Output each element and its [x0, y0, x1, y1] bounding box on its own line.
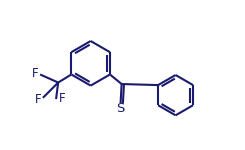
- Text: S: S: [116, 102, 125, 115]
- Text: F: F: [59, 92, 65, 105]
- Text: F: F: [32, 67, 39, 80]
- Text: F: F: [35, 93, 42, 106]
